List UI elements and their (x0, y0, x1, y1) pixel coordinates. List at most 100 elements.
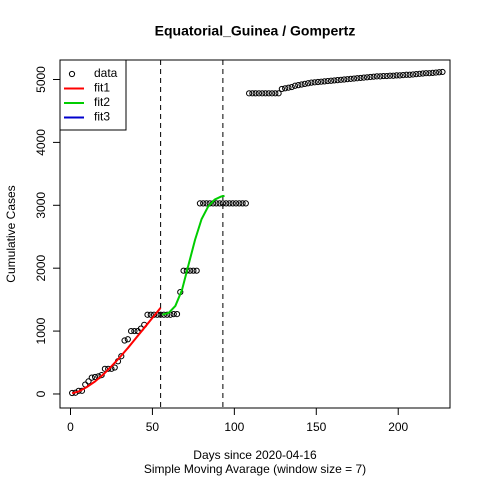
data-point (413, 71, 420, 78)
data-point (88, 374, 95, 381)
data-point (268, 90, 276, 97)
data-point (229, 200, 236, 207)
legend-symbol (68, 70, 76, 78)
data-point (400, 71, 407, 79)
data-point (386, 72, 394, 79)
subtitle: Simple Moving Avarage (window size = 7) (144, 462, 366, 476)
legend-label: fit1 (94, 81, 110, 95)
data-point (242, 200, 249, 207)
data-point (173, 310, 181, 318)
data-point (259, 90, 266, 97)
data-point (337, 76, 344, 83)
data-point (223, 200, 230, 207)
data-point (111, 364, 118, 371)
data-point (429, 69, 436, 76)
data-point (321, 78, 328, 85)
y-tick-label: 1000 (34, 317, 48, 344)
data-point (304, 80, 312, 87)
data-point (85, 378, 92, 385)
data-point (236, 200, 243, 207)
data-point (196, 200, 204, 207)
data-point (314, 78, 322, 86)
data-point (363, 74, 371, 81)
legend-label: data (94, 66, 118, 80)
x-axis-label: Days since 2020-04-16 (193, 448, 317, 462)
data-point (373, 73, 381, 80)
data-point (219, 200, 226, 207)
data-point (121, 337, 128, 344)
data-point (377, 73, 384, 80)
data-point (380, 72, 387, 80)
data-point (360, 74, 367, 81)
data-point (436, 69, 443, 76)
data-point (318, 78, 325, 85)
data-point (406, 71, 413, 78)
x-tick-label: 0 (67, 420, 74, 434)
data-point (367, 73, 374, 81)
data-point (350, 75, 358, 82)
data-point (193, 267, 200, 274)
data-point (396, 72, 403, 79)
data-point (409, 71, 417, 78)
data-point (131, 327, 138, 335)
data-point (275, 90, 282, 97)
data-point (255, 90, 263, 97)
data-point (291, 82, 299, 89)
data-point (213, 200, 220, 207)
y-tick-label: 5000 (34, 66, 48, 93)
data-point (327, 77, 335, 84)
data-point (98, 372, 105, 379)
data-point (354, 75, 361, 82)
plot-box (59, 59, 451, 409)
data-point (341, 76, 348, 83)
data-point (170, 310, 177, 318)
fit-line (161, 194, 225, 316)
data-point (439, 68, 446, 76)
data-point (331, 77, 338, 84)
data-point (239, 200, 246, 207)
x-tick-label: 150 (306, 420, 326, 434)
data-point (118, 353, 125, 360)
legend-label: fit3 (94, 110, 110, 124)
data-point (324, 77, 331, 85)
fit-line (71, 307, 162, 395)
data-point (232, 200, 240, 207)
data-point (334, 77, 341, 84)
data-point (160, 311, 167, 318)
data-point (272, 90, 279, 97)
data-point (288, 83, 295, 91)
data-point (91, 373, 99, 381)
data-point (144, 311, 151, 318)
data-point (416, 70, 423, 77)
data-point (432, 69, 440, 76)
data-point (128, 327, 135, 335)
data-point (246, 90, 253, 97)
data-point (301, 80, 308, 88)
data-point (203, 200, 210, 207)
data-point (422, 70, 430, 77)
data-point (262, 90, 269, 97)
data-point (295, 82, 302, 89)
data-point (252, 90, 259, 97)
x-tick-label: 200 (388, 420, 408, 434)
y-tick-label: 3000 (34, 192, 48, 219)
data-point (311, 79, 318, 86)
data-point (282, 85, 289, 92)
data-point (347, 75, 354, 82)
data-point (403, 71, 410, 78)
data-point (200, 200, 207, 207)
data-point (390, 72, 397, 79)
data-point (105, 365, 112, 372)
y-tick-label: 0 (34, 390, 48, 397)
data-point (265, 90, 272, 97)
y-axis-label: Cumulative Cases (4, 185, 18, 282)
data-point (357, 74, 364, 82)
data-point (278, 85, 285, 93)
data-point (383, 72, 390, 80)
data-point (190, 267, 197, 274)
data-point (426, 70, 433, 77)
data-point (226, 200, 233, 207)
x-tick-label: 50 (146, 420, 160, 434)
data-point (370, 73, 377, 80)
